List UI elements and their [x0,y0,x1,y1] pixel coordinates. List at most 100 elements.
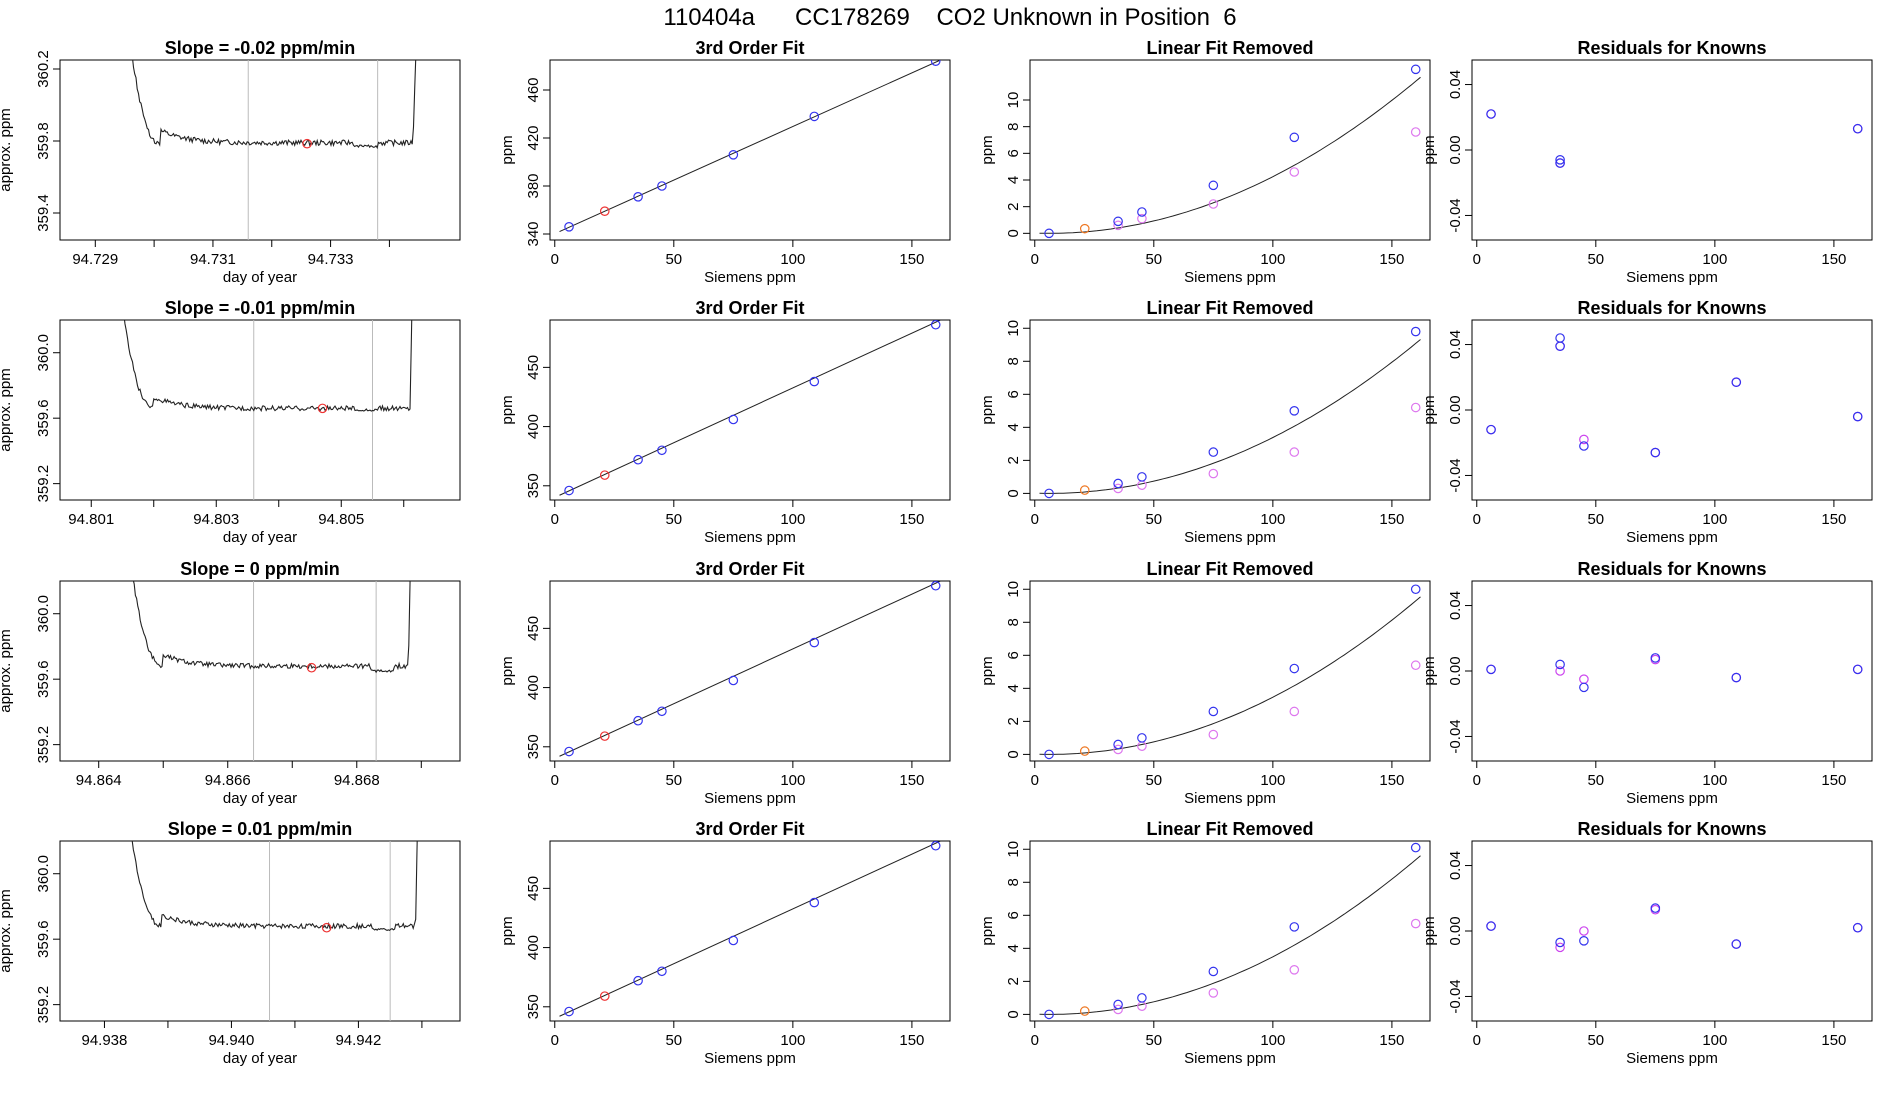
x-tick-label: 94.729 [72,251,118,268]
y-tick-label: -0.04 [1447,719,1464,753]
y-tick-label: 380 [525,173,542,198]
y-tick-label: 6 [1005,149,1022,157]
x-tick-label: 150 [1379,1032,1404,1049]
y-tick-label: 0.04 [1447,591,1464,620]
plot-frame [1029,840,1431,1022]
x-axis-label: Siemens ppm [1184,790,1276,807]
x-tick-label: 150 [899,1032,924,1049]
known-point [930,841,941,851]
x-tick-label: 94.803 [193,511,239,528]
y-axis-label: ppm [1421,395,1438,424]
y-tick-label: 6 [1005,911,1022,919]
panel-title: Linear Fit Removed [1146,819,1313,839]
alt-point [1410,127,1421,137]
y-tick-label: 0 [1005,489,1022,497]
y-tick-label: 0.00 [1447,135,1464,164]
y-tick-label: 0.04 [1447,330,1464,359]
y-tick-label: 0 [1005,1010,1022,1018]
y-tick-label: 0 [1005,229,1022,237]
alt-point [1410,918,1421,929]
y-axis-label: approx. ppm [0,368,14,451]
x-tick-label: 94.864 [76,772,122,789]
y-tick-label: 2 [1005,977,1022,985]
plot-area [559,581,941,757]
y-tick-label: 4 [1005,944,1022,952]
x-tick-label: 0 [551,772,559,789]
x-axis-label: Siemens ppm [704,790,796,807]
x-axis-label: Siemens ppm [1626,1050,1718,1067]
x-tick-label: 94.805 [318,511,364,528]
x-tick-label: 50 [1145,251,1162,268]
known-point [1486,921,1496,931]
known-point [1486,424,1496,435]
known-point [1650,903,1661,913]
fit-curve [1039,339,1421,494]
alt-point [1137,741,1147,751]
x-tick-label: 100 [1702,511,1727,528]
known-point [1289,406,1300,416]
known-point [1044,228,1054,239]
x-tick-label: 100 [780,251,805,268]
y-axis-label: ppm [499,656,516,685]
known-point [1650,653,1661,663]
y-tick-label: 400 [525,414,542,439]
x-tick-label: 100 [1260,1032,1285,1049]
plot-frame [1471,580,1873,762]
known-point [1410,584,1421,595]
x-tick-label: 150 [1821,251,1846,268]
y-tick-label: 360.0 [35,595,52,633]
known-point [930,320,941,330]
y-tick-label: 450 [525,355,542,380]
panel-0-1: 3rd Order Fit 0 50 100 150 340 380 420 460 Siemen… [499,38,951,286]
x-tick-label: 150 [1379,511,1404,528]
y-tick-label: 400 [525,675,542,700]
y-tick-label: 2 [1005,456,1022,464]
x-tick-label: 150 [1821,1032,1846,1049]
y-tick-label: 420 [525,125,542,150]
known-point [633,975,643,986]
known-point [809,376,820,387]
x-tick-label: 50 [1587,772,1604,789]
plot-area [1486,653,1863,693]
y-axis-label: ppm [979,395,996,424]
y-tick-label: -0.04 [1447,979,1464,1013]
known-point [633,715,643,726]
known-point [657,445,667,456]
known-point [1289,132,1300,143]
x-tick-label: 50 [665,511,682,528]
panel-1-0: Slope = -0.01 ppm/min 94.801 94.803 94.805 3… [0,298,461,546]
x-tick-label: 150 [1821,511,1846,528]
panel-3-0: Slope = 0.01 ppm/min 94.938 94.940 94.942 35… [0,819,461,1067]
y-axis-label: ppm [979,916,996,945]
panel-2-3: Residuals for Knowns 0 50 100 150 -0.04 0.00 0.… [1421,559,1873,807]
known-point [1289,922,1300,932]
panel-title: Residuals for Knowns [1577,819,1766,839]
x-tick-label: 150 [1821,772,1846,789]
y-tick-label: 0.00 [1447,656,1464,685]
figure-title: 110404a CC178269 CO2 Unknown in Position… [663,4,1237,31]
y-tick-label: 359.6 [35,920,52,958]
x-tick-label: 0 [1031,251,1039,268]
known-point [930,581,941,591]
known-point [1137,207,1147,217]
alt-point [1555,666,1565,676]
panel-title: 3rd Order Fit [695,38,804,58]
unknown-point [599,470,610,480]
y-tick-label: 360.2 [35,50,52,88]
plot-frame [549,319,951,501]
x-axis-label: Siemens ppm [1184,1050,1276,1067]
x-tick-label: 150 [1379,772,1404,789]
known-point [809,111,820,122]
y-tick-label: 359.2 [35,986,52,1024]
panel-0-3: Residuals for Knowns 0 50 100 150 -0.04 0.00 0.… [1421,38,1873,286]
known-point [1650,447,1661,458]
known-point [633,192,643,202]
alt-point [1113,220,1123,231]
known-point [728,414,739,425]
y-tick-label: 359.8 [35,122,52,160]
x-tick-label: 100 [780,1032,805,1049]
y-axis-label: approx. ppm [0,889,14,972]
y-tick-label: 360.0 [35,334,52,372]
y-tick-label: 350 [525,473,542,498]
panel-1-2: Linear Fit Removed 0 50 100 150 0 2 4 6 8 10 Siemen… [979,298,1431,546]
